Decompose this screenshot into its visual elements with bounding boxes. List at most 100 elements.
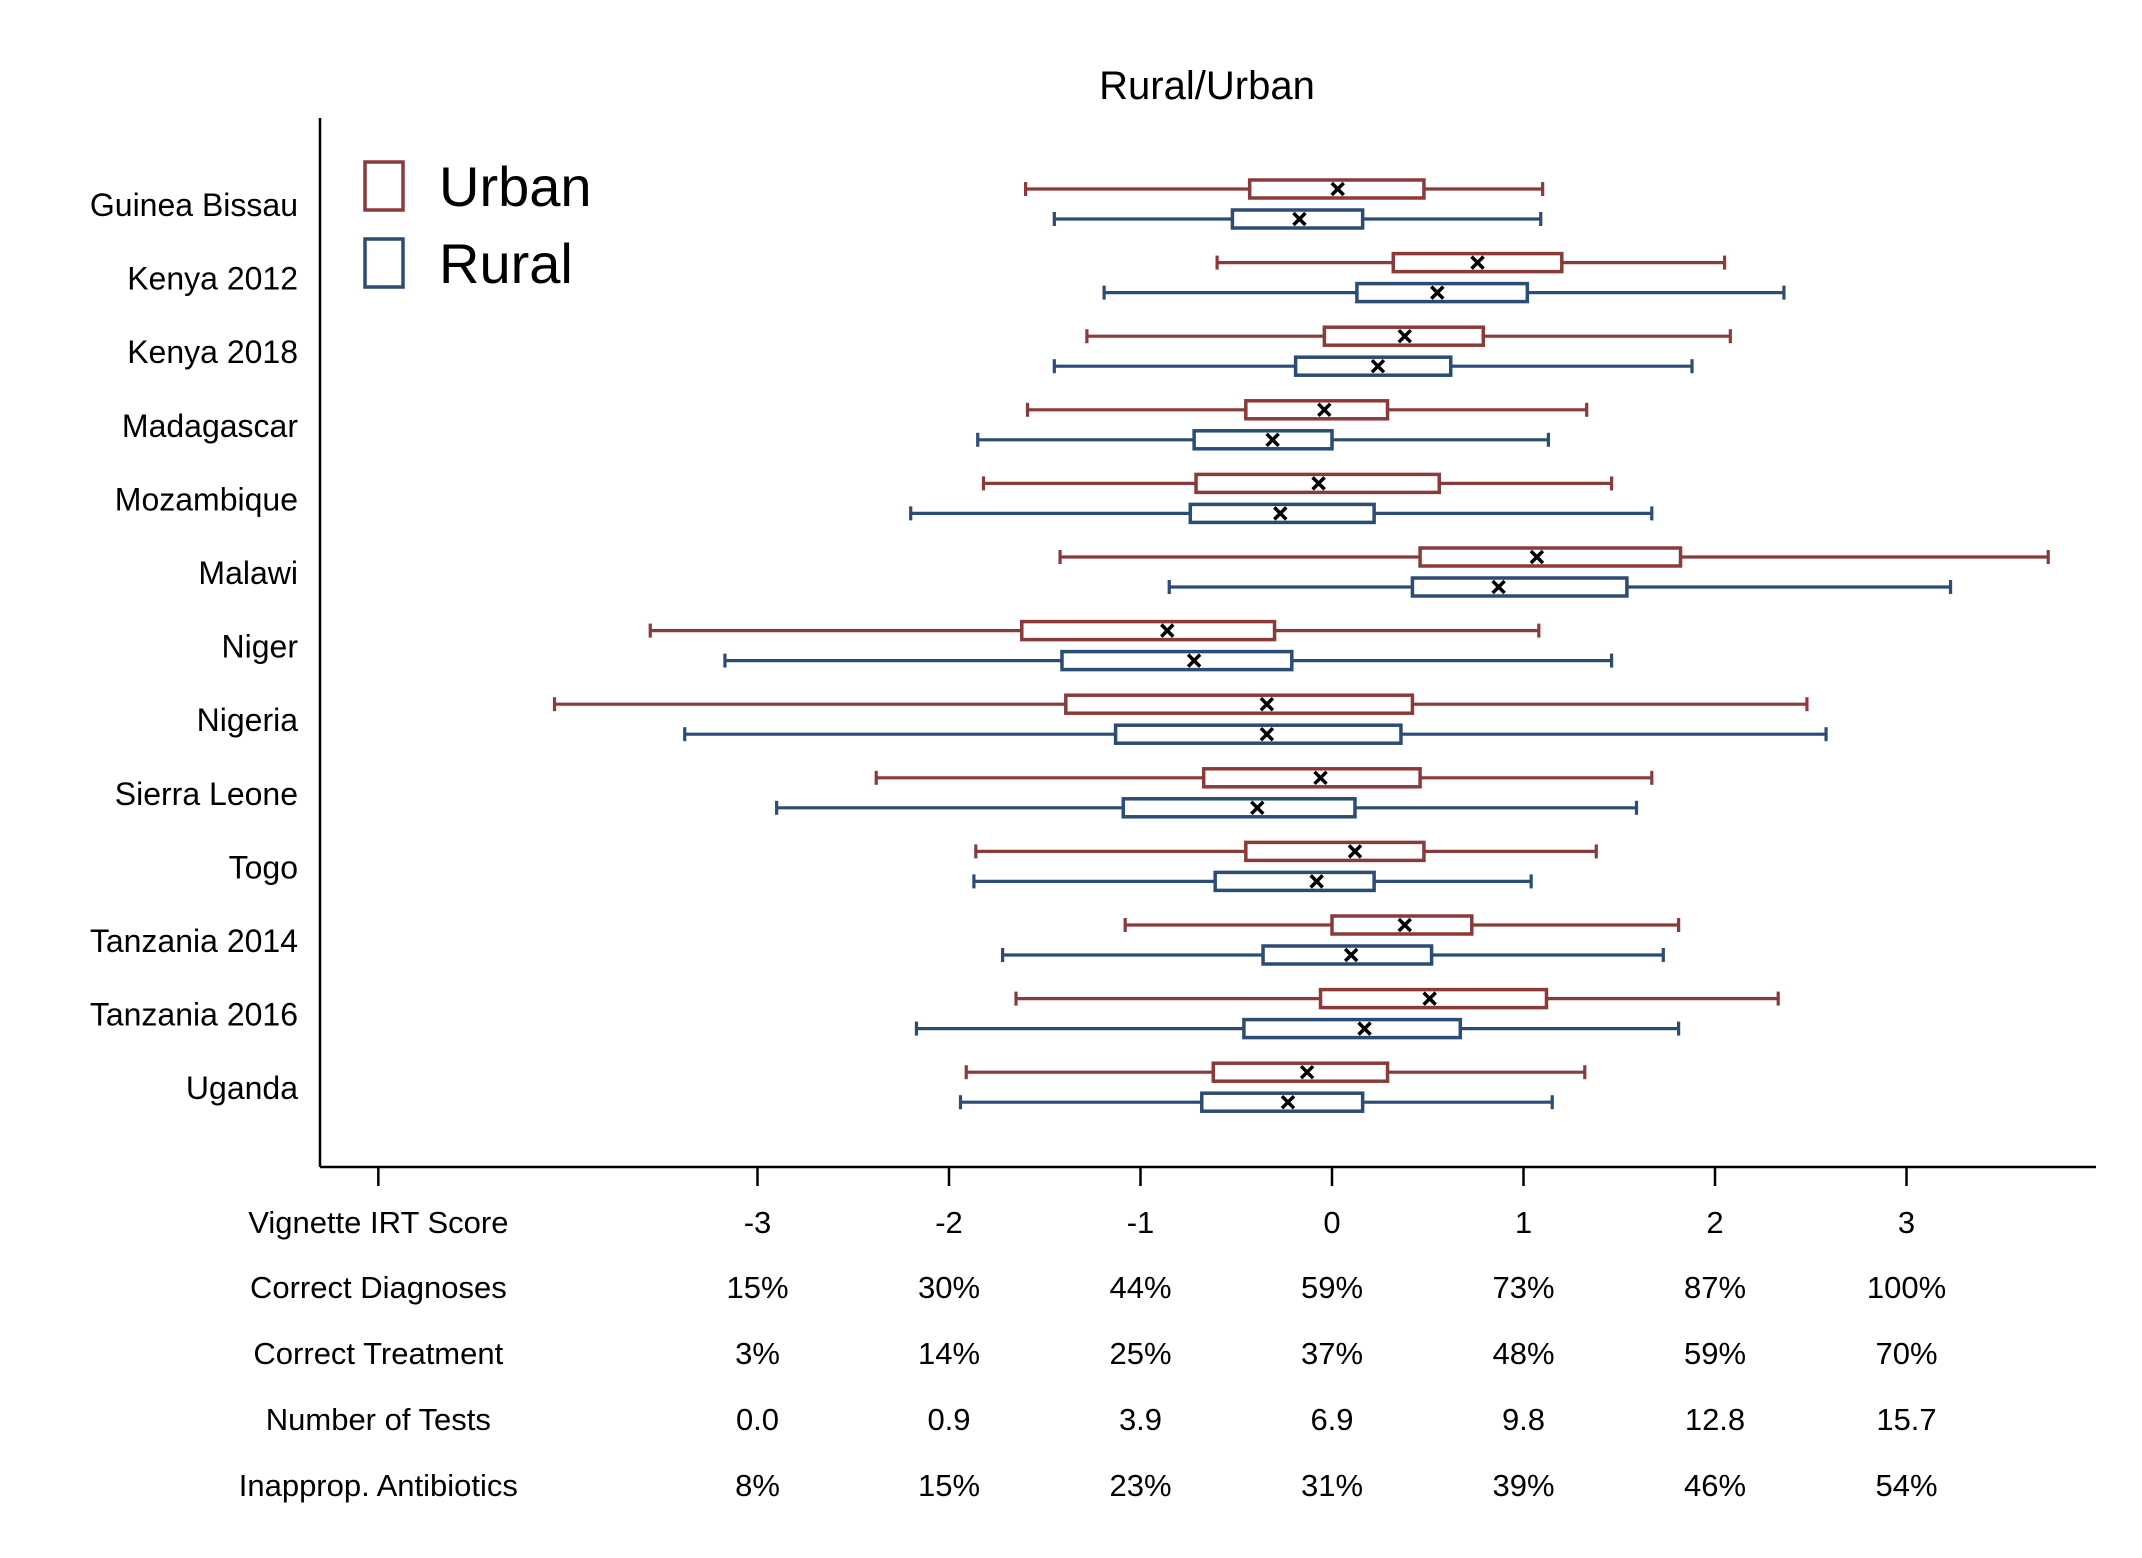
- iqr-box: [1064, 693, 1415, 715]
- mean-marker: [1317, 402, 1332, 418]
- mean-marker: [1259, 696, 1275, 712]
- mean-marker: [1343, 947, 1359, 963]
- mean-marker: [1430, 285, 1445, 300]
- mean-marker-stroke-b: [1470, 255, 1485, 270]
- mean-marker: [1309, 874, 1324, 889]
- box-urban-nigeria: [552, 693, 1809, 715]
- box-rural-tanzania-2014: [1001, 944, 1665, 966]
- mean-marker-stroke-b: [1259, 696, 1275, 712]
- table-row-label-vignette-irt-score: Vignette IRT Score: [248, 1205, 508, 1240]
- legend-label-rural: Rural: [439, 232, 573, 295]
- mean-marker: [1311, 476, 1326, 491]
- box-rural-togo: [972, 870, 1533, 893]
- table-cell: 3.9: [1119, 1402, 1162, 1437]
- table-cell: 15%: [918, 1468, 980, 1503]
- table-cell: 15.7: [1876, 1402, 1936, 1437]
- mean-marker-stroke-b: [1186, 653, 1202, 668]
- iqr-box: [1318, 987, 1549, 1010]
- category-label-sierra-leone: Sierra Leone: [115, 776, 298, 812]
- iqr-box: [1418, 546, 1683, 568]
- table-cell: -3: [744, 1205, 772, 1240]
- mean-marker: [1330, 181, 1345, 197]
- mean-marker-stroke-b: [1357, 1021, 1372, 1036]
- box-rural-niger: [723, 649, 1614, 672]
- conversion-table: Vignette IRT Score -3 -2 -1 0 1 2 3 Correct Diag…: [239, 1205, 1946, 1503]
- table-cell: 31%: [1301, 1468, 1363, 1503]
- legend-label-urban: Urban: [439, 155, 592, 218]
- mean-marker: [1370, 358, 1386, 374]
- table-cell: 44%: [1109, 1270, 1171, 1305]
- mean-marker-stroke-b: [1370, 358, 1386, 374]
- box-urban-uganda: [964, 1061, 1587, 1083]
- box-rural-guinea-bissau: [1052, 208, 1543, 230]
- table-cell: 30%: [918, 1270, 980, 1305]
- table-cell: 2: [1706, 1205, 1723, 1240]
- table-cell: 6.9: [1310, 1402, 1353, 1437]
- box-series: [552, 178, 2050, 1113]
- table-cell: 100%: [1867, 1270, 1946, 1305]
- mean-marker-stroke-b: [1259, 726, 1275, 742]
- table-cell: 48%: [1492, 1336, 1554, 1371]
- legend-swatch-rural: [363, 237, 405, 289]
- mean-marker-stroke-b: [1347, 844, 1363, 859]
- iqr-box: [1293, 355, 1453, 377]
- mean-marker-stroke-b: [1491, 579, 1506, 595]
- mean-marker: [1313, 770, 1328, 786]
- category-label-kenya-2012: Kenya 2012: [127, 261, 298, 297]
- mean-marker-stroke-b: [1397, 917, 1413, 933]
- chart-title: Rural/Urban: [1099, 64, 1315, 108]
- box-urban-sierra-leone: [874, 767, 1654, 789]
- table-cell: 54%: [1875, 1468, 1937, 1503]
- box-urban-mozambique: [981, 472, 1614, 495]
- category-label-madagascar: Madagascar: [122, 408, 298, 444]
- mean-marker: [1470, 255, 1485, 270]
- mean-marker-stroke-b: [1317, 402, 1332, 418]
- mean-marker: [1422, 991, 1437, 1006]
- mean-marker-stroke-b: [1422, 991, 1437, 1006]
- table-cell: 15%: [726, 1270, 788, 1305]
- box-urban-madagascar: [1025, 399, 1589, 421]
- table-cell: -1: [1127, 1205, 1155, 1240]
- mean-marker-stroke-b: [1292, 211, 1307, 227]
- table-cell: 70%: [1875, 1336, 1937, 1371]
- table-cell: 1: [1515, 1205, 1532, 1240]
- table-cell: 73%: [1492, 1270, 1554, 1305]
- mean-marker-stroke-b: [1311, 476, 1326, 491]
- iqr-box: [1355, 281, 1530, 304]
- legend-swatch-urban: [363, 160, 405, 212]
- legend: Urban Rural: [363, 155, 592, 295]
- mean-marker: [1357, 1021, 1372, 1036]
- box-rural-nigeria: [683, 723, 1828, 745]
- table-cell: 23%: [1109, 1468, 1171, 1503]
- mean-marker-stroke-b: [1273, 506, 1288, 521]
- category-label-tanzania-2014: Tanzania 2014: [90, 923, 298, 959]
- iqr-box: [1410, 576, 1629, 598]
- mean-marker-stroke-b: [1160, 623, 1175, 638]
- table-cell: 25%: [1109, 1336, 1171, 1371]
- category-label-kenya-2018: Kenya 2018: [127, 334, 298, 370]
- mean-marker-stroke-b: [1313, 770, 1328, 786]
- mean-marker-stroke-b: [1299, 1064, 1315, 1080]
- table-cell: 9.8: [1502, 1402, 1545, 1437]
- table-cell: 46%: [1684, 1468, 1746, 1503]
- iqr-box: [1121, 797, 1357, 819]
- box-rural-mozambique: [909, 502, 1654, 525]
- table-cell: 14%: [918, 1336, 980, 1371]
- iqr-box: [1213, 870, 1376, 893]
- category-label-guinea-bissau: Guinea Bissau: [90, 187, 298, 223]
- table-cell: 59%: [1301, 1270, 1363, 1305]
- category-label-malawi: Malawi: [198, 555, 298, 591]
- iqr-box: [1200, 1091, 1365, 1113]
- mean-marker-stroke-b: [1280, 1094, 1296, 1110]
- plot-frame: [318, 118, 2096, 1169]
- mean-marker: [1273, 506, 1288, 521]
- table-cell: -2: [935, 1205, 963, 1240]
- mean-marker: [1397, 917, 1413, 933]
- table-row-label-correct-diagnoses: Correct Diagnoses: [250, 1270, 507, 1305]
- table-row-label-inapprop-antibiotics: Inapprop. Antibiotics: [239, 1468, 518, 1503]
- category-label-mozambique: Mozambique: [115, 481, 298, 517]
- box-urban-tanzania-2014: [1123, 914, 1681, 936]
- iqr-box: [1330, 914, 1474, 936]
- mean-marker-stroke-b: [1330, 181, 1345, 197]
